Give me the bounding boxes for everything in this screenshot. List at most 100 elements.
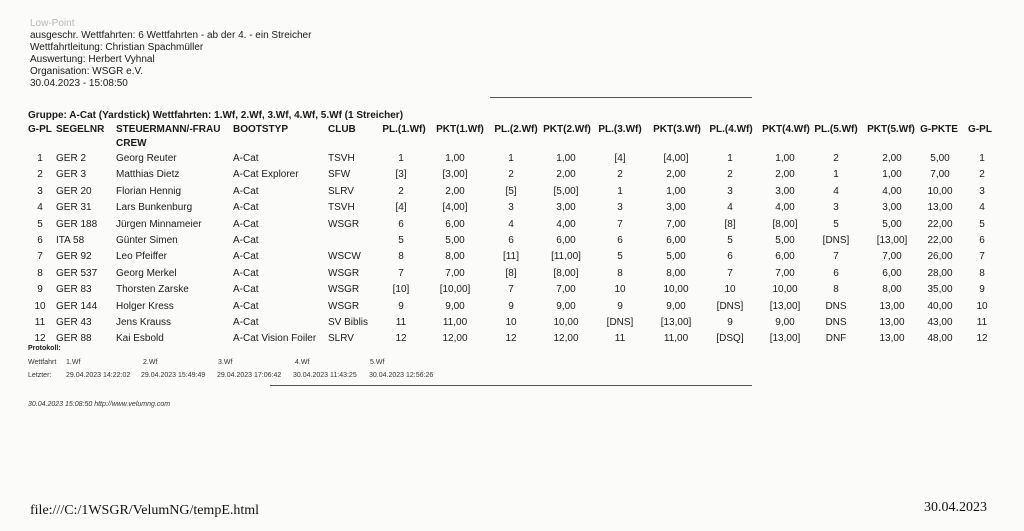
total-points: 43,00 bbox=[927, 317, 953, 328]
pl-2: 6 bbox=[508, 235, 514, 246]
boat-type: A-Cat bbox=[233, 300, 259, 312]
final-rank: 2 bbox=[979, 169, 985, 181]
file-path: file:///C:/1WSGR/VelumNG/tempE.html bbox=[30, 503, 260, 518]
pl-1: 1 bbox=[398, 153, 404, 164]
protocol-race: 3.Wf bbox=[218, 359, 233, 366]
rank: 4 bbox=[37, 202, 43, 214]
protocol-last-time: 29.04.2023 14:22:02 bbox=[66, 372, 131, 379]
pkt-1: 9,00 bbox=[445, 300, 465, 312]
helmsman: Jens Krauss bbox=[116, 317, 172, 328]
column-header-boat-type: BOOTSTYP bbox=[233, 124, 289, 135]
pl-4: 5 bbox=[727, 235, 733, 246]
pl-4: 9 bbox=[727, 317, 733, 328]
pl-3: 2 bbox=[617, 169, 623, 181]
final-rank: 5 bbox=[979, 218, 985, 230]
pkt-5: [13,00] bbox=[876, 235, 908, 246]
pkt-5: 5,00 bbox=[882, 218, 902, 230]
pkt-5: 2,00 bbox=[882, 153, 902, 164]
pkt-2: 12,00 bbox=[553, 333, 579, 345]
column-header-helmsman: STEUERMANN/-FRAU bbox=[116, 124, 221, 135]
pl-1: 12 bbox=[395, 333, 407, 345]
rank: 11 bbox=[34, 317, 46, 328]
final-rank: 12 bbox=[976, 333, 988, 345]
club: WSGR bbox=[328, 218, 360, 230]
column-header-final-rank: G-PL bbox=[968, 124, 992, 135]
pl-3: 1 bbox=[617, 185, 623, 197]
pkt-3: [13,00] bbox=[660, 317, 692, 328]
final-rank: 7 bbox=[979, 251, 985, 263]
rank: 9 bbox=[37, 284, 43, 296]
helmsman: Florian Hennig bbox=[116, 185, 182, 197]
club: TSVH bbox=[328, 202, 355, 214]
club: SLRV bbox=[328, 185, 354, 197]
sail-number: GER 83 bbox=[56, 284, 92, 296]
pkt-1: 6,00 bbox=[445, 218, 465, 230]
pkt-3: 11,00 bbox=[663, 333, 689, 345]
column-header-pl-4: PL.(4.Wf) bbox=[709, 124, 753, 135]
final-rank: 11 bbox=[976, 317, 988, 328]
pkt-1: 5,00 bbox=[445, 235, 465, 246]
protocol-race-label: Wettfahrt bbox=[28, 359, 57, 366]
club: SLRV bbox=[328, 333, 354, 345]
boat-type: A-Cat bbox=[233, 202, 259, 214]
column-header-pl-3: PL.(3.Wf) bbox=[598, 124, 642, 135]
pkt-1: 12,00 bbox=[442, 333, 468, 345]
pl-3: 3 bbox=[617, 202, 623, 214]
final-rank: 10 bbox=[976, 300, 988, 312]
pkt-3: 1,00 bbox=[666, 185, 686, 197]
column-header-total-points: G-PKTE bbox=[920, 124, 958, 135]
pl-4: [DNS] bbox=[716, 300, 744, 312]
scoring-system: Low-Point bbox=[30, 18, 75, 29]
pkt-1: [4,00] bbox=[442, 202, 468, 214]
pkt-1: 11,00 bbox=[442, 317, 468, 328]
helmsman: Georg Merkel bbox=[116, 267, 177, 279]
protocol-last-time: 29.04.2023 15:49:49 bbox=[141, 372, 206, 379]
pkt-4: 7,00 bbox=[775, 267, 795, 279]
boat-type: A-Cat bbox=[233, 235, 259, 246]
sail-number: GER 3 bbox=[56, 169, 87, 181]
pl-3: [4] bbox=[614, 153, 626, 164]
pkt-5: 13,00 bbox=[879, 333, 905, 345]
header-datetime: 30.04.2023 - 15:08:50 bbox=[30, 78, 128, 89]
pl-3: 6 bbox=[617, 235, 623, 246]
pl-5: 8 bbox=[833, 284, 839, 296]
pkt-2: 2,00 bbox=[556, 169, 576, 181]
velumng-link[interactable]: http://www.velumng.com bbox=[94, 401, 171, 408]
pkt-5: 1,00 bbox=[882, 169, 902, 181]
pkt-4: 3,00 bbox=[775, 185, 795, 197]
pl-5: 4 bbox=[833, 185, 839, 197]
protocol-race: 4.Wf bbox=[295, 359, 310, 366]
pkt-4: 2,00 bbox=[775, 169, 795, 181]
pl-4: 3 bbox=[727, 185, 733, 197]
helmsman: Lars Bunkenburg bbox=[116, 202, 193, 214]
pl-1: 5 bbox=[398, 235, 404, 246]
pkt-2: 7,00 bbox=[556, 284, 576, 296]
pl-4: 10 bbox=[724, 284, 736, 296]
pl-4: 7 bbox=[727, 267, 733, 279]
club: WSGR bbox=[328, 284, 360, 296]
evaluation: Auswertung: Herbert Vyhnal bbox=[30, 54, 155, 65]
pl-1: 2 bbox=[398, 185, 404, 197]
helmsman: Holger Kress bbox=[116, 300, 174, 312]
rank: 10 bbox=[34, 300, 46, 312]
pkt-4: 1,00 bbox=[775, 153, 795, 164]
protocol-race: 5.Wf bbox=[370, 359, 385, 366]
pkt-1: [3,00] bbox=[442, 169, 468, 181]
pkt-4: [13,00] bbox=[769, 333, 801, 345]
pl-3: 8 bbox=[617, 267, 623, 279]
total-points: 26,00 bbox=[927, 251, 953, 263]
protocol-race: 1.Wf bbox=[66, 359, 81, 366]
boat-type: A-Cat bbox=[233, 185, 259, 197]
pkt-2: 9,00 bbox=[556, 300, 576, 312]
boat-type: A-Cat Vision Foiler bbox=[233, 333, 317, 345]
column-header-club: CLUB bbox=[328, 124, 356, 135]
organisation: Organisation: WSGR e.V. bbox=[30, 66, 144, 77]
pkt-2: [11,00] bbox=[551, 251, 581, 263]
pl-2: 3 bbox=[508, 202, 514, 214]
column-header-pkt-5: PKT(5.Wf) bbox=[867, 124, 915, 135]
pl-4: [DSQ] bbox=[716, 333, 744, 345]
pl-1: 7 bbox=[398, 267, 404, 279]
pl-5: DNS bbox=[825, 317, 847, 328]
total-points: 22,00 bbox=[927, 235, 953, 246]
pl-5: 5 bbox=[833, 218, 839, 230]
